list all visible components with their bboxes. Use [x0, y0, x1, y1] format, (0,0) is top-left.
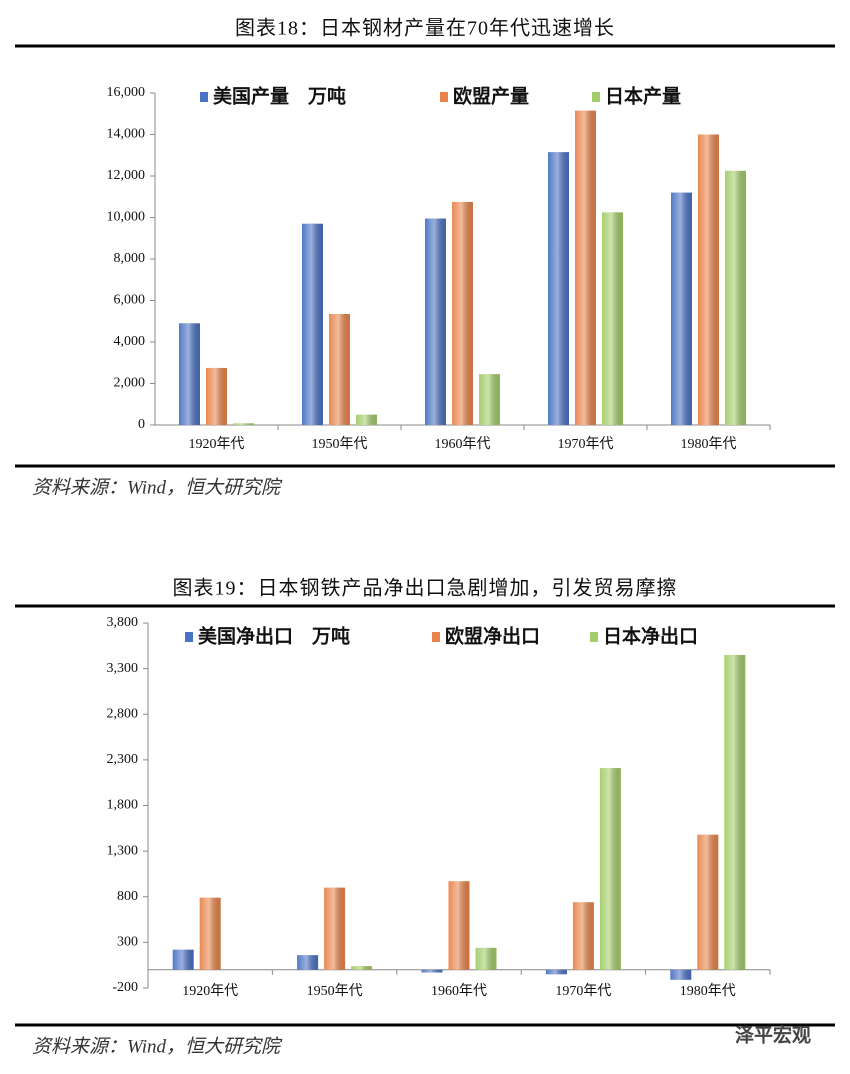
y-tick-label: 2,000	[114, 376, 146, 391]
x-tick-label: 1980年代	[680, 983, 736, 999]
x-tick-label: 1950年代	[312, 436, 368, 452]
bar-shine	[724, 654, 746, 970]
y-tick-label: 14,000	[107, 127, 146, 142]
bar-shine	[329, 313, 350, 425]
bar-shine	[421, 969, 443, 973]
bar-shine	[599, 768, 621, 970]
bar-shine	[479, 374, 500, 425]
bar-shine	[475, 947, 497, 970]
bar-shine	[575, 110, 596, 425]
chart-title: 图表19：日本钢铁产品净出口急剧增加，引发贸易摩擦	[173, 577, 678, 600]
legend-label: 美国净出口 万吨	[198, 625, 350, 648]
legend-swatch	[592, 92, 600, 102]
legend-label: 欧盟净出口	[445, 625, 540, 648]
y-tick-label: 800	[117, 889, 138, 904]
bar-shine	[671, 192, 692, 425]
y-tick-label: 3,800	[107, 615, 139, 630]
bar-shine	[356, 414, 377, 425]
y-tick-label: 1,300	[107, 843, 139, 858]
x-tick-label: 1960年代	[431, 983, 487, 999]
y-tick-label: -200	[112, 980, 138, 995]
bar-shine	[324, 887, 346, 970]
y-tick-label: 3,300	[107, 661, 139, 676]
bar-shine	[448, 881, 470, 970]
x-tick-label: 1970年代	[558, 436, 614, 452]
y-tick-label: 12,000	[107, 168, 146, 183]
bar-shine	[179, 323, 200, 425]
y-tick-label: 2,300	[107, 752, 139, 767]
y-tick-label: 300	[117, 935, 138, 950]
bar-shine	[545, 969, 567, 975]
x-tick-label: 1950年代	[307, 983, 363, 999]
y-tick-label: 10,000	[107, 210, 146, 225]
bar-shine	[172, 949, 194, 970]
legend-label: 美国产量 万吨	[213, 85, 346, 108]
bar-shine	[697, 834, 719, 970]
source: 资料来源：Wind，恒大研究院	[32, 476, 283, 498]
y-tick-label: 1,800	[107, 798, 139, 813]
legend-swatch	[432, 632, 440, 642]
x-tick-label: 1980年代	[681, 436, 737, 452]
bar-shine	[572, 902, 594, 970]
bar-shine	[199, 897, 221, 970]
bar-shine	[698, 134, 719, 425]
bar-shine	[548, 152, 569, 425]
bar-shine	[670, 969, 692, 980]
bar-shine	[297, 955, 319, 970]
legend-swatch	[200, 92, 208, 102]
bar-shine	[233, 423, 254, 425]
y-tick-label: 2,800	[107, 706, 139, 721]
x-tick-label: 1960年代	[435, 436, 491, 452]
y-tick-label: 16,000	[107, 85, 146, 100]
x-tick-label: 1970年代	[555, 983, 611, 999]
y-tick-label: 0	[138, 417, 145, 432]
legend-swatch	[440, 92, 448, 102]
source: 资料来源：Wind，恒大研究院	[32, 1035, 283, 1057]
chart-title: 图表18：日本钢材产量在70年代迅速增长	[235, 17, 615, 40]
legend-label: 日本产量	[605, 85, 681, 108]
legend-label: 欧盟产量	[453, 85, 529, 108]
y-tick-label: 4,000	[114, 334, 146, 349]
bar-shine	[206, 367, 227, 425]
legend-swatch	[590, 632, 598, 642]
bar-shine	[351, 966, 373, 970]
bar-shine	[452, 201, 473, 425]
y-tick-label: 8,000	[114, 251, 146, 266]
x-tick-label: 1920年代	[182, 983, 238, 999]
bar-shine	[602, 212, 623, 425]
x-tick-label: 1920年代	[189, 436, 245, 452]
bar-shine	[425, 218, 446, 425]
legend-swatch	[185, 632, 193, 642]
bar-shine	[302, 223, 323, 425]
legend-label: 日本净出口	[603, 625, 698, 648]
watermark: 泽平宏观	[735, 1024, 811, 1047]
bar-shine	[725, 170, 746, 425]
y-tick-label: 6,000	[114, 293, 146, 308]
